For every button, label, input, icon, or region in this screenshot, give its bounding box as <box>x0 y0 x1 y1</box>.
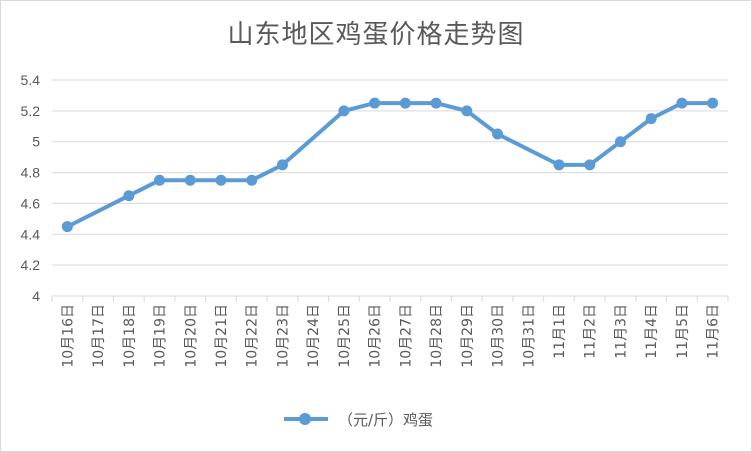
x-tick-label: 10月25日 <box>337 304 353 368</box>
x-tick-label: 10月26日 <box>368 304 384 368</box>
y-tick-label: 4.2 <box>21 257 41 273</box>
x-tick-label: 11月5日 <box>675 304 691 359</box>
chart-title: 山东地区鸡蛋价格走势图 <box>227 20 525 50</box>
data-point <box>246 174 258 186</box>
data-point <box>399 97 411 109</box>
y-tick-label: 4.4 <box>21 226 41 242</box>
x-tick-label: 10月28日 <box>429 304 445 368</box>
x-tick-label: 10月22日 <box>245 304 261 368</box>
data-point <box>184 174 196 186</box>
data-point <box>707 97 719 109</box>
x-tick-label: 10月29日 <box>460 304 476 368</box>
data-point <box>215 174 227 186</box>
data-point <box>123 190 135 202</box>
y-tick-label: 5.4 <box>21 72 41 88</box>
legend-swatch-icon <box>282 410 330 428</box>
x-tick-label: 11月1日 <box>552 304 568 359</box>
data-point <box>369 97 381 109</box>
x-tick-label: 11月3日 <box>613 304 629 359</box>
series-line <box>65 101 715 229</box>
x-tick-label: 10月23日 <box>275 304 291 368</box>
y-tick-label: 4 <box>32 288 40 304</box>
data-point <box>614 136 626 148</box>
data-point <box>645 113 657 125</box>
x-tick-label: 10月20日 <box>183 304 199 368</box>
data-point <box>154 174 166 186</box>
data-point <box>676 97 688 109</box>
grid-lines <box>52 79 728 266</box>
x-tick-label: 10月30日 <box>491 304 507 368</box>
y-tick-label: 5 <box>32 134 40 150</box>
x-tick-label: 10月19日 <box>153 304 169 368</box>
y-axis-ticks: 4 4.2 4.4 4.6 4.8 5 5.2 5.4 <box>21 72 41 304</box>
series-layer <box>61 97 719 233</box>
data-point <box>553 159 565 171</box>
x-tick-label: 10月16日 <box>60 304 76 368</box>
x-tick-label: 10月31日 <box>521 304 537 368</box>
data-point <box>584 159 596 171</box>
x-tick-label: 11月2日 <box>583 304 599 359</box>
data-point <box>430 97 442 109</box>
x-axis <box>51 295 729 302</box>
legend: （元/斤）鸡蛋 <box>282 404 433 434</box>
x-tick-label: 10月17日 <box>91 304 107 368</box>
y-tick-label: 5.2 <box>21 103 41 119</box>
x-tick-label: 11月4日 <box>644 304 660 359</box>
data-point <box>461 105 473 117</box>
x-tick-label: 10月27日 <box>398 304 414 368</box>
data-point <box>492 128 504 140</box>
data-point <box>61 221 73 233</box>
x-tick-label: 10月24日 <box>306 304 322 368</box>
x-axis-ticks: 10月16日 10月17日 10月18日 10月19日 10月20日 10月21日 10月2… <box>60 304 721 368</box>
data-point <box>276 159 288 171</box>
data-point <box>338 105 350 117</box>
y-tick-label: 4.8 <box>21 165 41 181</box>
x-tick-label: 10月18日 <box>122 304 138 368</box>
y-tick-label: 4.6 <box>21 195 41 211</box>
x-tick-label: 10月21日 <box>214 304 230 368</box>
x-tick-label: 11月6日 <box>706 304 722 359</box>
legend-label: （元/斤）鸡蛋 <box>338 410 434 429</box>
